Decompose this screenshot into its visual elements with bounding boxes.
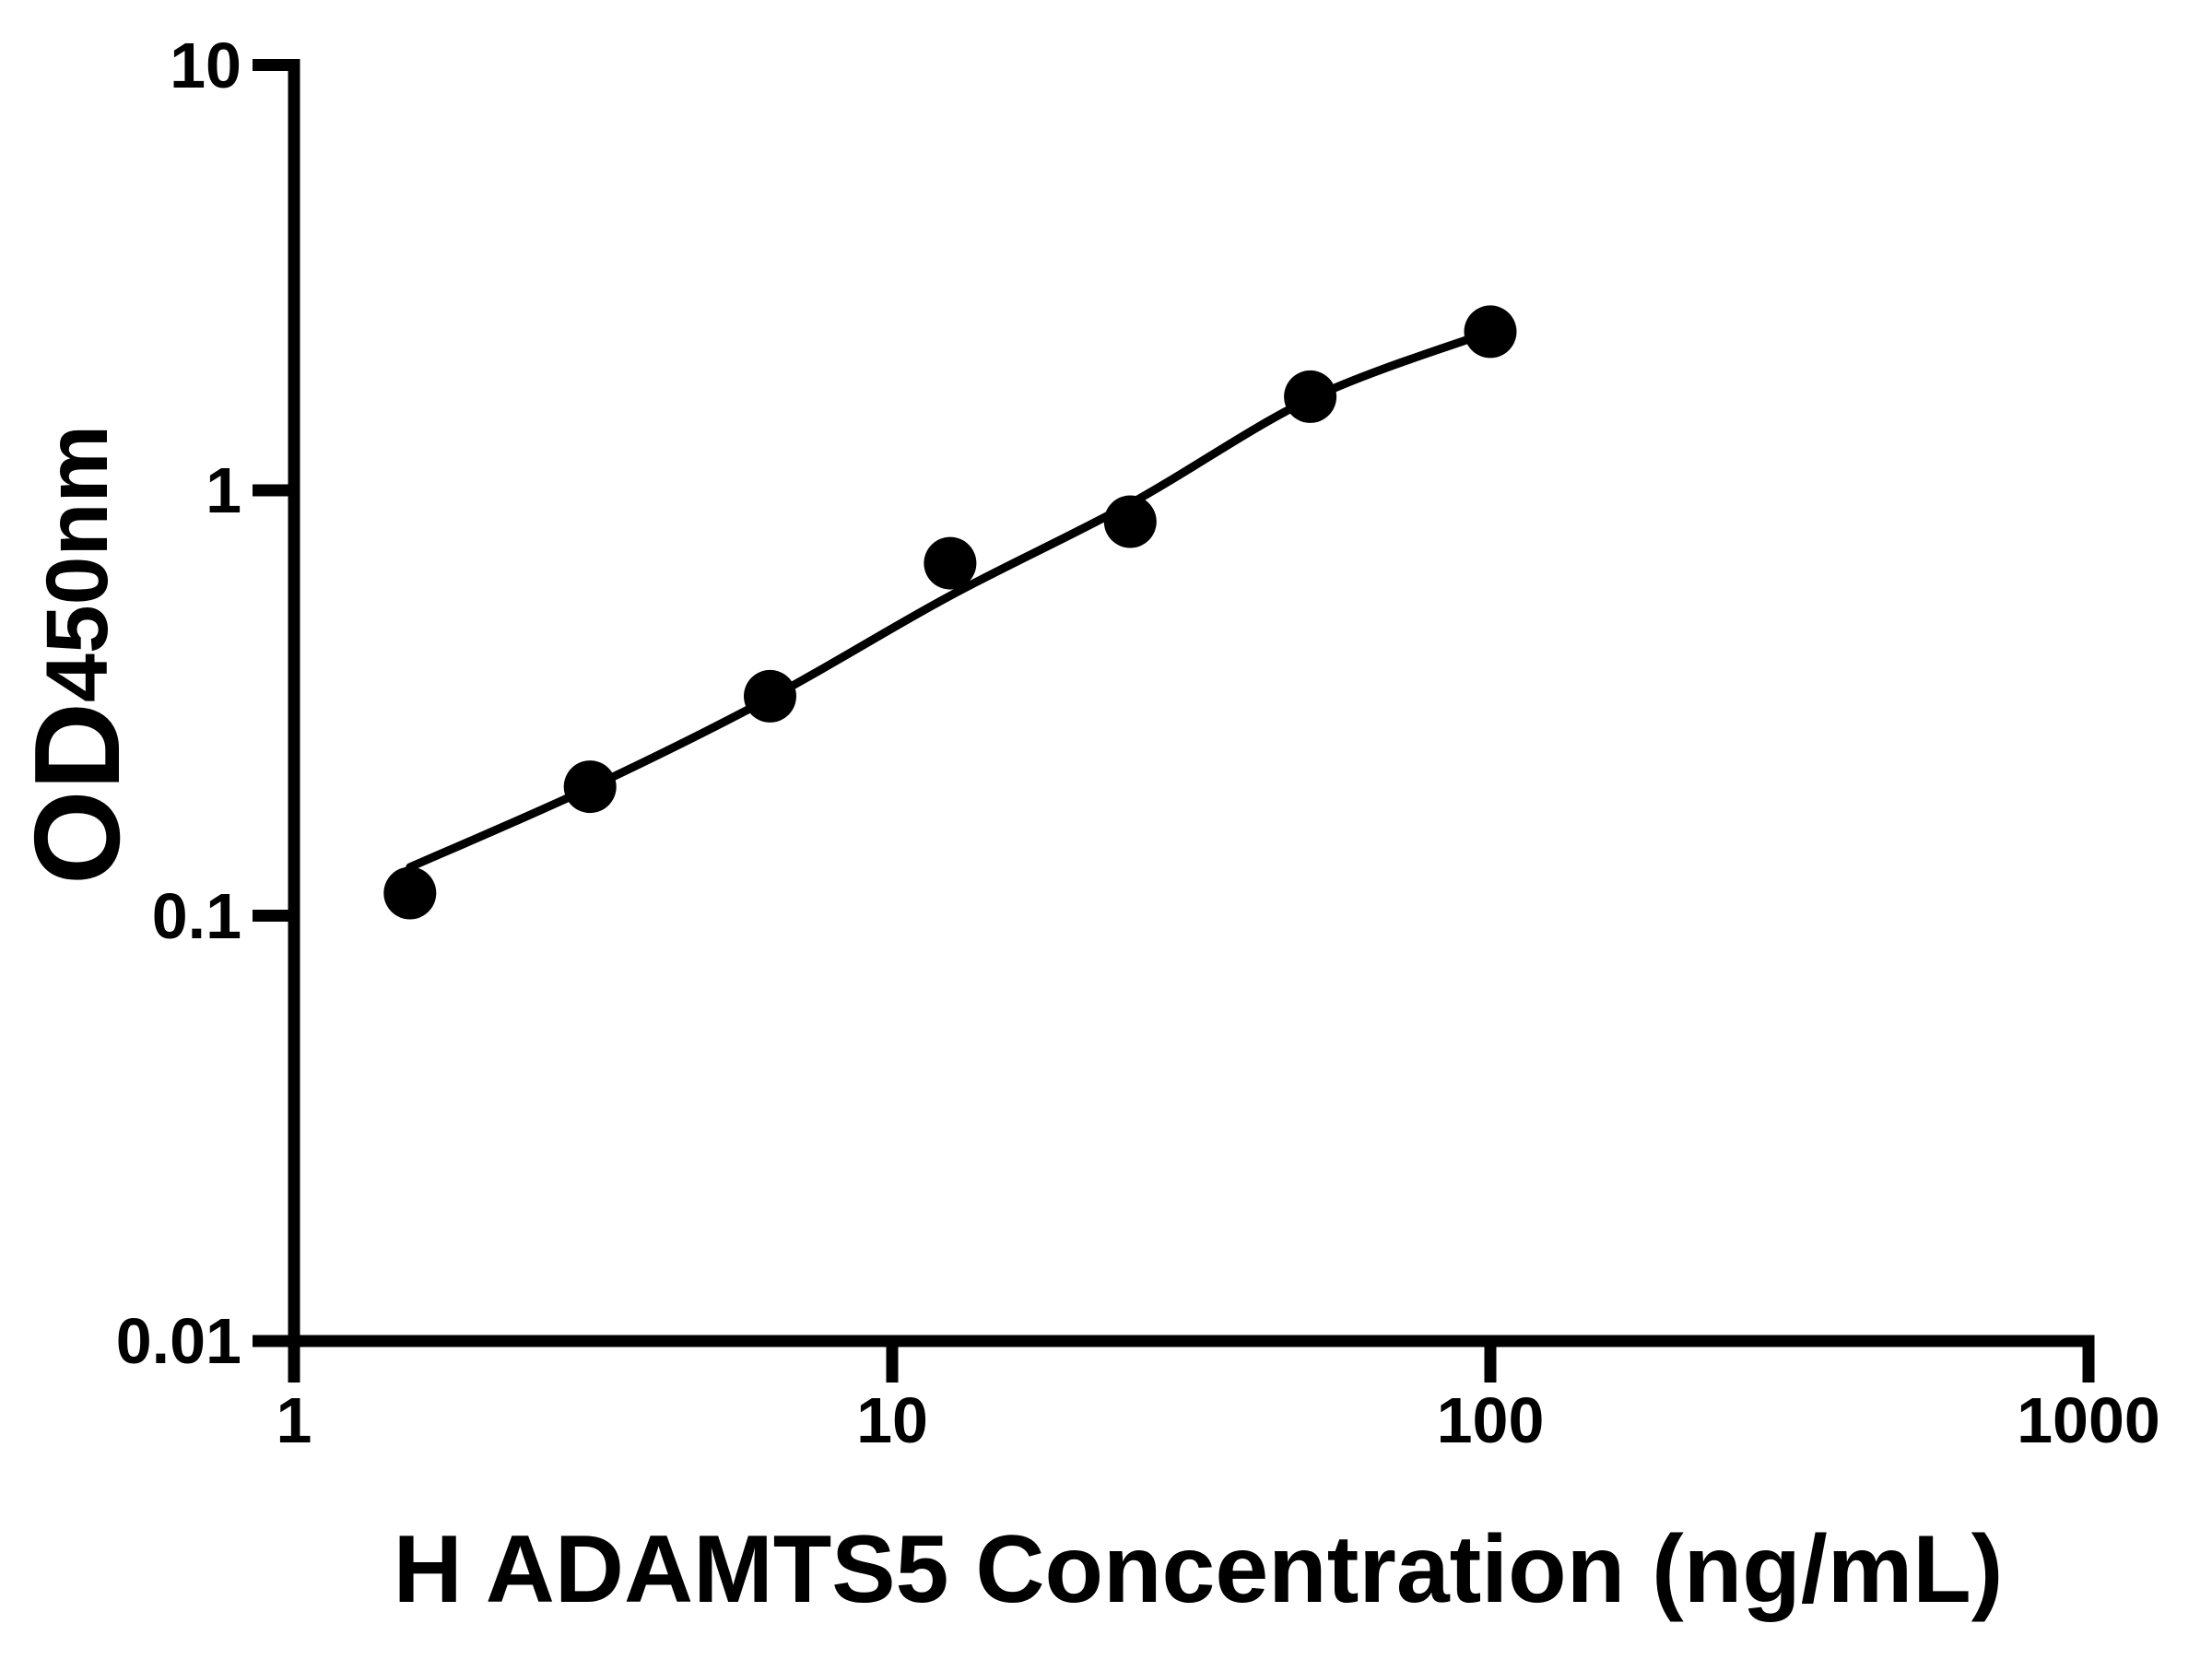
data-point bbox=[1103, 495, 1157, 548]
x-tick-mark bbox=[886, 1341, 899, 1382]
x-tick-label: 10 bbox=[856, 1384, 928, 1456]
data-point bbox=[744, 669, 796, 723]
x-tick-mark bbox=[1484, 1341, 1497, 1382]
y-tick-label: 0.01 bbox=[115, 1305, 241, 1377]
y-tick-label: 0.1 bbox=[151, 879, 241, 952]
y-tick-mark bbox=[253, 484, 294, 497]
x-tick-label: 1000 bbox=[2017, 1384, 2160, 1456]
x-tick-mark bbox=[2082, 1341, 2095, 1382]
y-tick-mark bbox=[253, 1335, 294, 1347]
y-axis-title-box: OD450nm bbox=[0, 0, 166, 1309]
y-axis-line bbox=[288, 59, 300, 1347]
data-point bbox=[563, 760, 617, 814]
y-axis-title-main: OD bbox=[8, 701, 145, 885]
y-tick-label: 10 bbox=[170, 29, 241, 101]
data-point bbox=[383, 866, 437, 920]
data-point bbox=[924, 536, 977, 590]
y-tick-mark bbox=[253, 910, 294, 922]
y-tick-label: 1 bbox=[206, 454, 241, 526]
data-point bbox=[1284, 370, 1337, 423]
x-tick-label: 100 bbox=[1436, 1384, 1545, 1456]
y-tick-mark bbox=[253, 59, 294, 71]
x-tick-label: 1 bbox=[276, 1384, 312, 1456]
x-axis-line bbox=[253, 1335, 2095, 1347]
x-axis-title: H ADAMTS5 Concentration (ng/mL) bbox=[393, 1516, 2004, 1623]
x-tick-mark bbox=[288, 1341, 300, 1382]
data-point bbox=[1464, 305, 1517, 359]
